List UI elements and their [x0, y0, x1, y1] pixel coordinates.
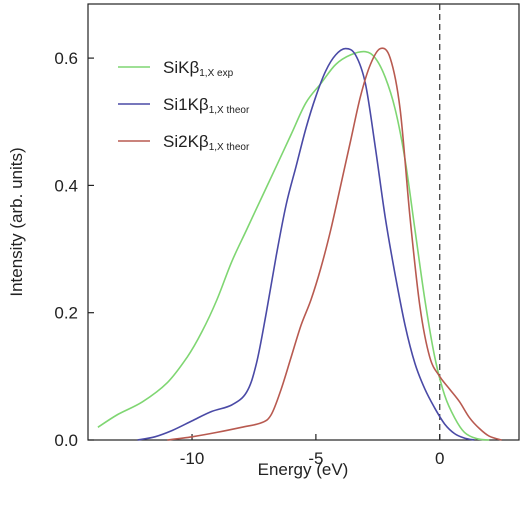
y-axis-ticks: 0.0 0.2 0.4 0.6	[54, 49, 94, 450]
x-axis-title: Energy (eV)	[258, 460, 349, 479]
series-lines	[97, 47, 502, 441]
legend-series-subscript: 1,X exp	[199, 68, 233, 79]
y-tick-label: 0.6	[54, 49, 78, 68]
plot-frame	[87, 3, 520, 441]
legend-label: Si1Kβ1,X theor	[163, 95, 250, 116]
legend-series-subscript: 1,X theor	[209, 105, 250, 116]
series-line-sikb-exp	[97, 50, 490, 441]
y-axis-title: Intensity (arb. units)	[7, 147, 26, 296]
series-line-si2kb-theor	[167, 47, 502, 441]
legend-series-subscript: 1,X theor	[209, 142, 250, 153]
legend-series-name: SiKβ	[163, 58, 199, 77]
legend-series-name: Si2Kβ	[163, 132, 209, 151]
y-tick-label: 0.4	[54, 176, 78, 195]
x-tick-label: -5	[308, 449, 323, 468]
series-line-si1kb-theor	[137, 47, 475, 441]
x-tick-label: 0	[435, 449, 444, 468]
x-axis-ticks: -10 -5 0	[180, 434, 444, 468]
legend-series-name: Si1Kβ	[163, 95, 209, 114]
y-tick-label: 0.0	[54, 431, 78, 450]
legend-label: Si2Kβ1,X theor	[163, 132, 250, 153]
y-tick-label: 0.2	[54, 304, 78, 323]
x-tick-label: -10	[180, 449, 205, 468]
legend-label: SiKβ1,X exp	[163, 58, 234, 79]
